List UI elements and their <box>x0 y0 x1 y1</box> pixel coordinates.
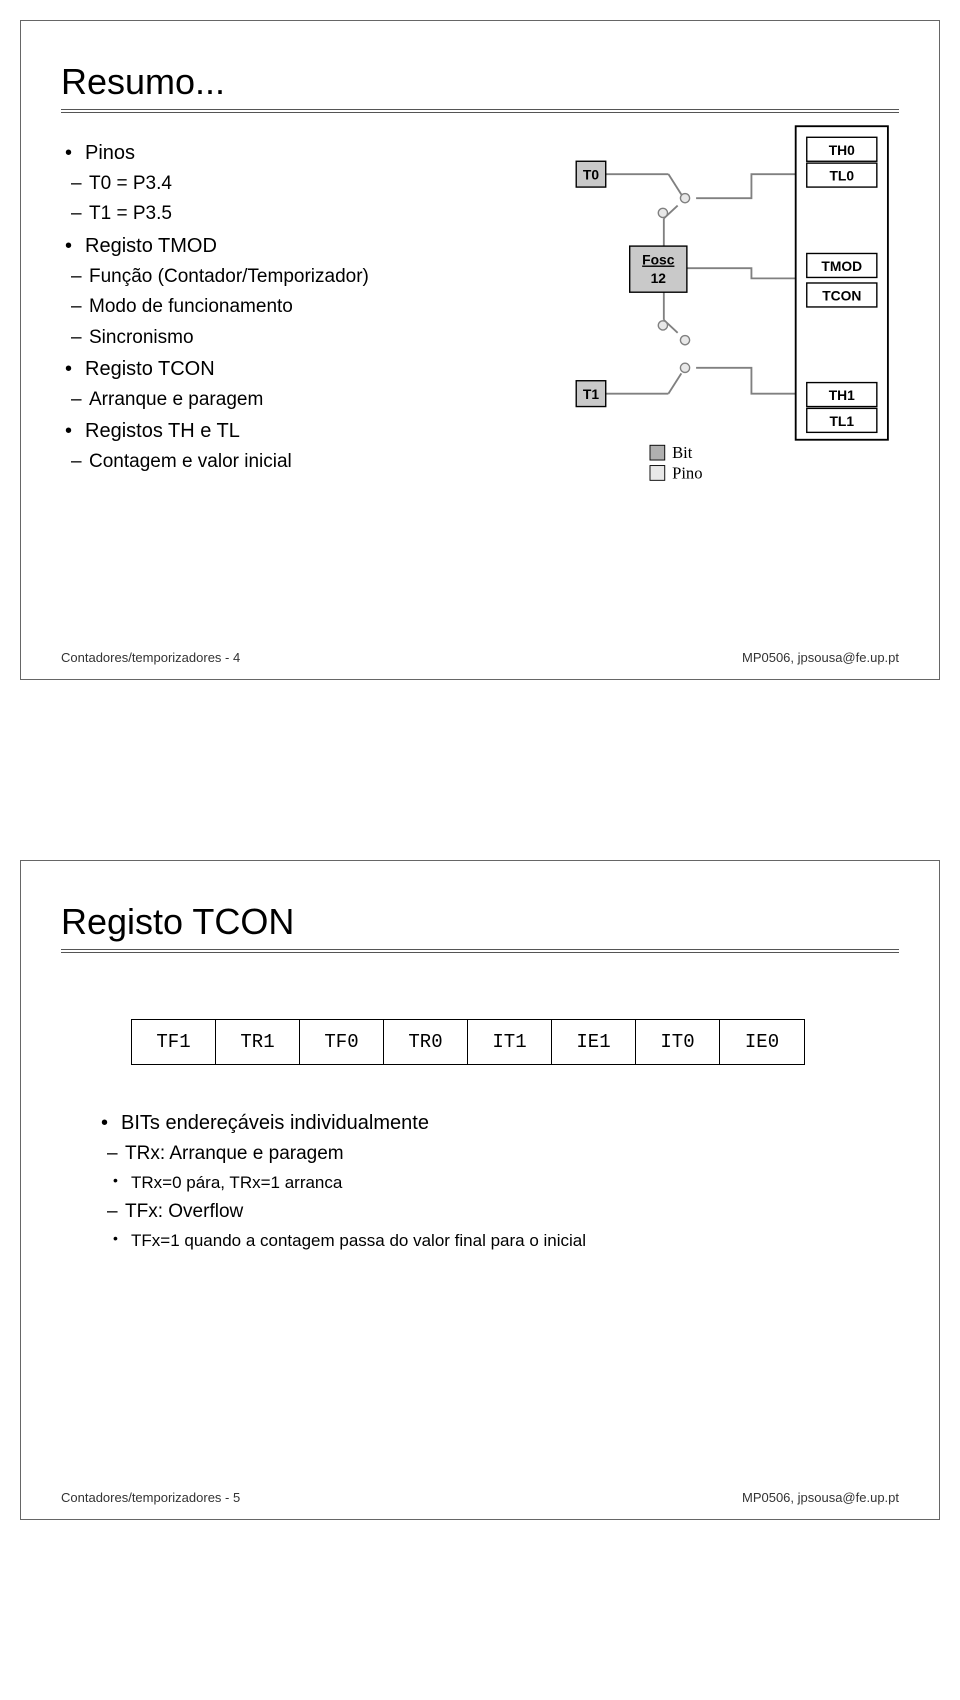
reg-cell: IE0 <box>720 1020 804 1064</box>
t1-label: T1 <box>583 386 599 402</box>
register-row: TF1 TR1 TF0 TR0 IT1 IE1 IT0 IE0 <box>131 1019 805 1065</box>
tl1-label: TL1 <box>830 413 855 429</box>
reg-cell: TR0 <box>384 1020 468 1064</box>
sub-t0: T0 = P3.4 <box>67 169 547 199</box>
reg-cell: IT1 <box>468 1020 552 1064</box>
slide-body: Pinos T0 = P3.4 T1 = P3.5 Registo TMOD F… <box>61 137 899 478</box>
reg-cell: TR1 <box>216 1020 300 1064</box>
bullet-tcon: Registo TCON <box>61 353 547 385</box>
sub-t1: T1 = P3.5 <box>67 199 547 229</box>
sub-sincro: Sincronismo <box>67 323 547 353</box>
footer-right: MP0506, jpsousa@fe.up.pt <box>742 650 899 665</box>
slide-1: Resumo... Pinos T0 = P3.4 T1 = P3.5 Regi… <box>20 20 940 680</box>
reg-cell: IE1 <box>552 1020 636 1064</box>
slide-title: Registo TCON <box>61 901 899 943</box>
reg-cell: TF0 <box>300 1020 384 1064</box>
diagram: T0 T1 Fosc 12 TH0 TL0 TMOD <box>567 137 899 478</box>
bullet-bits: BITs endereçáveis individualmente <box>97 1107 899 1139</box>
bullet-reg: Registos TH e TL <box>61 415 547 447</box>
bullet-column: BITs endereçáveis individualmente TRx: A… <box>61 1107 899 1254</box>
diagram-svg: T0 T1 Fosc 12 TH0 TL0 TMOD <box>567 117 899 504</box>
reg-cell: IT0 <box>636 1020 720 1064</box>
title-rule <box>61 949 899 953</box>
th1-label: TH1 <box>829 387 855 403</box>
legend-bit: Bit <box>672 443 693 462</box>
div-label: 12 <box>651 270 667 286</box>
fosc-label: Fosc <box>642 252 675 268</box>
sub-tfx: TFx: Overflow <box>103 1197 899 1227</box>
tmod-label: TMOD <box>821 258 862 274</box>
bullet-column: Pinos T0 = P3.4 T1 = P3.5 Registo TMOD F… <box>61 137 547 478</box>
sub2-tfx-detail: TFx=1 quando a contagem passa do valor f… <box>109 1227 899 1254</box>
sub-funcao: Função (Contador/Temporizador) <box>67 262 547 292</box>
slide-2: Registo TCON TF1 TR1 TF0 TR0 IT1 IE1 IT0… <box>20 860 940 1520</box>
sub-modo: Modo de funcionamento <box>67 292 547 322</box>
th0-label: TH0 <box>829 142 855 158</box>
slide-footer: Contadores/temporizadores - 5 MP0506, jp… <box>61 1490 899 1505</box>
sub-contagem: Contagem e valor inicial <box>67 447 547 477</box>
slide-footer: Contadores/temporizadores - 4 MP0506, jp… <box>61 650 899 665</box>
sub2-trx-detail: TRx=0 pára, TRx=1 arranca <box>109 1169 899 1196</box>
title-rule <box>61 109 899 113</box>
footer-left: Contadores/temporizadores - 5 <box>61 1490 240 1505</box>
bullet-pinos: Pinos <box>61 137 547 169</box>
slide-title: Resumo... <box>61 61 899 103</box>
tl0-label: TL0 <box>830 168 855 184</box>
legend-pino: Pino <box>672 463 702 482</box>
footer-right: MP0506, jpsousa@fe.up.pt <box>742 1490 899 1505</box>
reg-cell: TF1 <box>132 1020 216 1064</box>
t0-label: T0 <box>583 167 599 183</box>
sub-arranque: Arranque e paragem <box>67 385 547 415</box>
sub-trx: TRx: Arranque e paragem <box>103 1139 899 1169</box>
bullet-tmod: Registo TMOD <box>61 230 547 262</box>
tcon-label: TCON <box>822 288 861 304</box>
footer-left: Contadores/temporizadores - 4 <box>61 650 240 665</box>
